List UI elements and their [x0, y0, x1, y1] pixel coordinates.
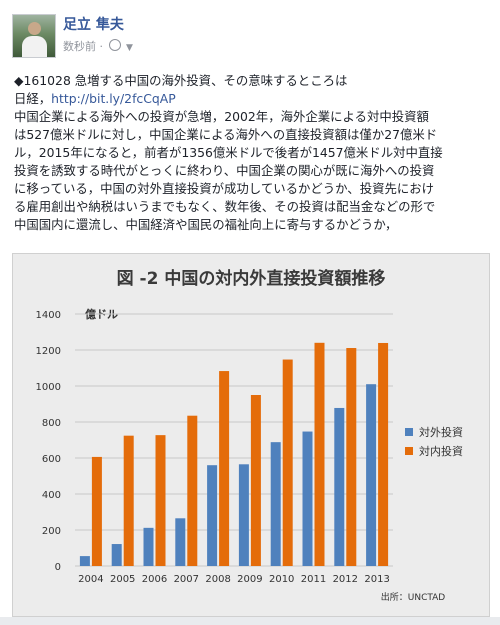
legend-swatch — [405, 447, 413, 455]
bar-outward — [334, 407, 345, 566]
avatar-head — [28, 22, 41, 35]
bar-inward — [378, 342, 389, 566]
x-tick-label: 2010 — [269, 574, 294, 585]
bar-inward — [155, 435, 166, 566]
bar-outward — [79, 556, 90, 566]
bar-inward — [123, 435, 134, 566]
chart-source: 出所：UNCTAD — [381, 591, 446, 603]
bar-outward — [111, 544, 122, 566]
legend-label: 対内投資 — [419, 444, 463, 458]
post-source-line: 日経，http://bit.ly/2fcCqAP — [14, 90, 490, 108]
legend-swatch — [405, 428, 413, 436]
bar-inward — [187, 415, 198, 566]
post-body-line: は527億米ドルに対し，中国企業による海外への直接投資額は僅か27億米ド — [14, 127, 438, 142]
avatar-body — [22, 36, 47, 57]
x-tick-label: 2004 — [78, 574, 103, 585]
post-body-line: ル，2015年になると，前者が1356億米ドルで後者が1457億米ドル対中直接 — [14, 145, 443, 160]
post-body-line: 投資を誘致する時代がとっくに終わり、中国企業の関心が既に海外への投資 — [14, 163, 435, 178]
chart-image[interactable]: 図 -2 中国の対内外直接投資額推移 億ドル 0 200 400 600 800 1000 12… — [12, 253, 490, 617]
bar-inward — [219, 371, 230, 566]
feed-gap — [0, 617, 500, 625]
bar-inward — [282, 359, 293, 566]
post-timestamp[interactable]: 数秒前 — [63, 40, 96, 53]
bar-outward — [207, 465, 218, 566]
y-tick-label: 200 — [42, 526, 61, 537]
post-link[interactable]: http://bit.ly/2fcCqAP — [51, 91, 176, 106]
chevron-down-icon[interactable]: ▼ — [126, 43, 133, 53]
bar-outward — [238, 464, 249, 566]
post-meta: 数秒前 · ▼ — [63, 39, 133, 53]
post-body-line: る雇用創出や納税はいうまでもなく、数年後、その投資は配当金などの形で — [14, 199, 436, 214]
post-body-line: に移っている，中国の対外直接投資が成功しているかどうか、投資先におけ — [14, 181, 435, 196]
bar-outward — [143, 527, 154, 566]
post-body-line: 中国国内に還流し、中国経済や国民の福祉向上に寄与するかどうか， — [14, 217, 398, 232]
globe-icon[interactable] — [108, 39, 121, 51]
bar-inward — [250, 395, 261, 566]
bar-outward — [270, 442, 281, 566]
post-body-line: 中国企業による海外への投資が急増，2002年，海外企業による対中投資額 — [14, 109, 429, 124]
x-tick-label: 2005 — [110, 574, 135, 585]
bar-inward — [91, 456, 102, 566]
x-tick-label: 2007 — [174, 574, 199, 585]
author-name[interactable]: 足立 隼夫 — [63, 17, 124, 33]
post-text: ◆161028 急増する中国の海外投資、その意味するところは 日経，http:/… — [14, 72, 490, 234]
legend-label: 対外投資 — [419, 425, 463, 439]
y-tick-label: 1400 — [36, 310, 61, 321]
bar-inward — [346, 348, 357, 566]
bar-chart: 図 -2 中国の対内外直接投資額推移億ドル0200400600800100012… — [36, 268, 463, 603]
bar-inward — [314, 342, 325, 566]
post-source-prefix: 日経， — [14, 91, 52, 106]
bar-outward — [175, 518, 186, 566]
x-tick-label: 2012 — [333, 574, 358, 585]
author-avatar[interactable] — [12, 14, 56, 58]
x-tick-label: 2006 — [142, 574, 167, 585]
bar-outward — [302, 431, 313, 566]
x-tick-label: 2011 — [301, 574, 326, 585]
post-headline: ◆161028 急増する中国の海外投資、その意味するところは — [14, 73, 348, 88]
y-tick-label: 400 — [42, 490, 61, 501]
bar-outward — [366, 384, 377, 566]
y-tick-label: 800 — [42, 418, 61, 429]
x-tick-label: 2008 — [205, 574, 230, 585]
y-tick-label: 1200 — [36, 346, 61, 357]
x-tick-label: 2009 — [237, 574, 262, 585]
chart-title: 図 -2 中国の対内外直接投資額推移 — [117, 268, 386, 289]
y-tick-label: 0 — [55, 562, 61, 573]
y-tick-label: 600 — [42, 454, 61, 465]
x-tick-label: 2013 — [364, 574, 389, 585]
y-tick-label: 1000 — [36, 382, 61, 393]
